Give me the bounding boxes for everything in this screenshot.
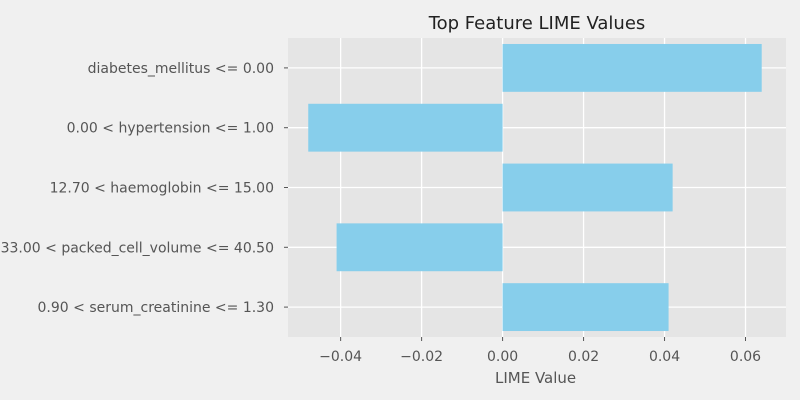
y-tick-label: 33.00 < packed_cell_volume <= 40.50 bbox=[1, 240, 274, 256]
x-tick-label: −0.04 bbox=[319, 349, 362, 365]
bar bbox=[308, 103, 503, 152]
bar bbox=[502, 43, 762, 92]
x-tick-label: 0.00 bbox=[487, 349, 518, 365]
y-tick-label: diabetes_mellitus <= 0.00 bbox=[88, 61, 274, 77]
chart-title: Top Feature LIME Values bbox=[428, 13, 646, 34]
x-tick-label: −0.02 bbox=[400, 349, 443, 365]
bar bbox=[336, 223, 503, 272]
bar bbox=[502, 163, 673, 212]
x-tick-label: 0.02 bbox=[568, 349, 599, 365]
y-tick-label: 0.00 < hypertension <= 1.00 bbox=[67, 121, 274, 137]
x-axis-label: LIME Value bbox=[495, 369, 576, 387]
x-tick-labels: −0.04 −0.02 0.00 0.02 0.04 0.06 bbox=[319, 349, 761, 365]
y-tick-label: 12.70 < haemoglobin <= 15.00 bbox=[50, 181, 274, 197]
y-tick-labels: diabetes_mellitus <= 0.00 0.00 < hyperten… bbox=[1, 61, 274, 316]
y-tick-label: 0.90 < serum_creatinine <= 1.30 bbox=[38, 300, 274, 316]
bars bbox=[308, 43, 762, 332]
bar bbox=[502, 283, 669, 332]
x-tick-label: 0.04 bbox=[649, 349, 680, 365]
x-tick-label: 0.06 bbox=[730, 349, 761, 365]
